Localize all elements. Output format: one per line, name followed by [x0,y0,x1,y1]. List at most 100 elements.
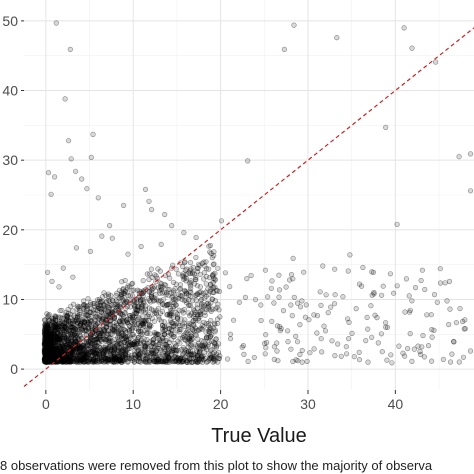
data-point [90,348,96,354]
data-point [68,338,74,344]
data-point [457,305,463,312]
data-point [190,306,197,312]
data-point [206,266,212,272]
data-point [276,294,282,300]
data-point [164,302,170,308]
data-point [353,306,359,312]
data-point [42,351,49,357]
data-point [64,314,70,321]
data-point [90,131,96,137]
data-point [101,302,107,308]
data-point [170,290,176,296]
data-point [293,333,299,340]
data-point [64,337,70,344]
data-point [140,293,146,299]
data-point [114,340,121,346]
y-axis-ticks: 0 10 20 30 40 50 [2,13,24,377]
data-point [294,339,301,345]
data-point [90,356,96,362]
data-point [127,340,133,346]
data-point [108,292,114,299]
data-point [143,359,149,365]
data-point [186,302,192,308]
data-point [205,292,212,298]
data-point [44,335,50,341]
data-point [192,325,198,331]
data-point [113,292,119,299]
data-point [82,346,88,352]
data-point [118,346,124,352]
data-point [206,243,212,249]
data-point [68,338,74,345]
data-point [44,339,50,345]
data-point [102,348,108,355]
data-point [164,337,170,344]
data-point [53,333,60,339]
data-point [187,302,194,308]
data-point [190,352,196,358]
data-point [57,337,63,343]
data-point [173,281,179,287]
data-point [118,359,124,365]
data-point [95,314,101,320]
data-point [196,318,202,324]
data-point [418,351,424,358]
data-point [56,343,62,349]
data-point [152,332,158,338]
data-point [158,284,164,290]
data-point [110,327,116,333]
data-point [48,344,54,351]
data-point [347,252,353,258]
data-point [167,275,173,281]
minor-gridlines [24,0,474,390]
data-point [83,358,89,364]
data-point [252,297,259,303]
data-point [49,331,55,337]
data-point [85,296,91,302]
data-point [136,328,142,334]
data-point [181,336,188,343]
data-point [103,357,109,364]
data-point [212,270,218,277]
data-point [44,354,50,360]
data-point [384,324,391,330]
data-point [44,311,50,317]
data-point [227,284,233,290]
data-point [187,283,193,289]
data-point [215,265,221,271]
data-point [208,308,214,314]
data-point [205,323,212,329]
data-point [51,335,57,341]
data-point [50,344,56,350]
data-point [306,317,312,323]
data-point [129,287,135,293]
data-point [429,327,435,333]
data-point [82,327,88,333]
data-point [241,351,247,358]
data-point [125,358,131,364]
data-point [47,349,54,355]
data-point [109,348,115,354]
data-point [117,341,123,347]
data-point [139,355,146,361]
data-point [440,356,447,363]
data-point [67,327,73,334]
data-point [167,312,173,318]
data-point [419,267,426,273]
data-point [48,354,55,360]
data-point [212,276,218,282]
data-point [113,355,119,361]
data-point [51,331,58,337]
data-point [169,327,175,333]
data-point [268,285,274,291]
data-point [156,299,162,305]
data-point [43,347,49,353]
data-point [185,336,191,342]
data-point [99,358,105,364]
data-point [50,339,56,345]
data-point [186,270,192,276]
data-point [186,297,192,303]
data-point [434,299,440,305]
data-point [88,341,94,347]
data-point [103,337,109,343]
